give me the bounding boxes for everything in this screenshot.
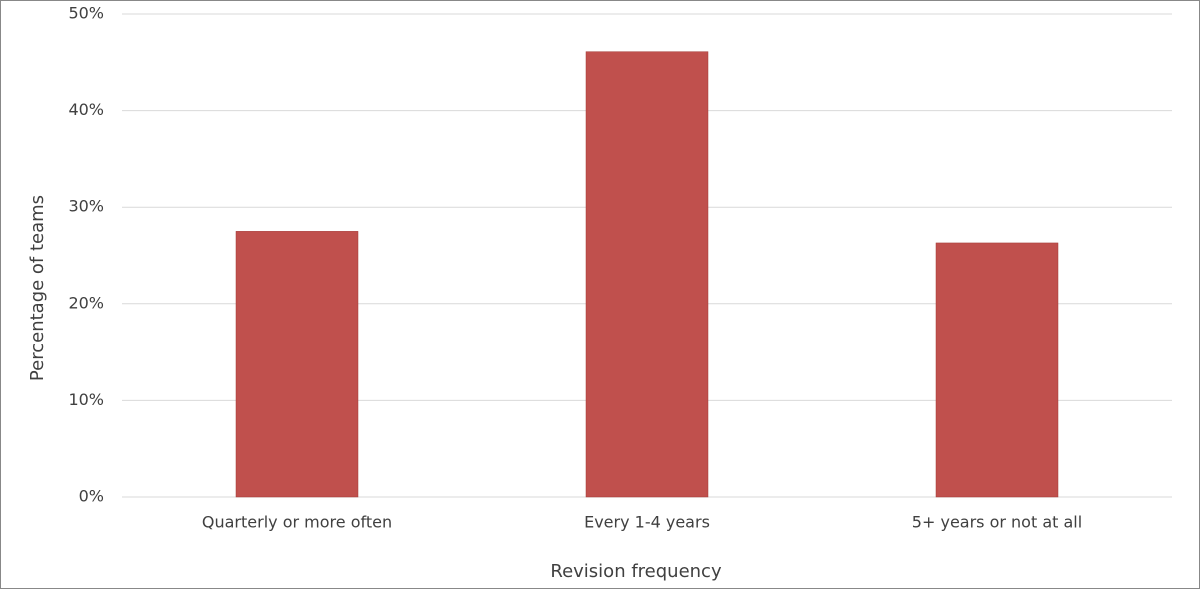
bar <box>935 242 1059 498</box>
x-axis-label: Revision frequency <box>550 561 722 582</box>
x-tick-label: Every 1-4 years <box>584 513 710 532</box>
bar <box>235 231 359 498</box>
y-tick-label: 40% <box>68 100 104 119</box>
y-axis-label: Percentage of teams <box>27 195 48 381</box>
y-tick-label: 20% <box>68 293 104 312</box>
y-tick-label: 0% <box>79 487 104 506</box>
x-tick-label: 5+ years or not at all <box>912 513 1082 532</box>
y-tick-label: 50% <box>68 4 104 23</box>
x-tick-label: Quarterly or more often <box>202 513 392 532</box>
y-tick-label: 30% <box>68 197 104 216</box>
bar <box>585 51 709 498</box>
y-tick-label: 10% <box>68 390 104 409</box>
